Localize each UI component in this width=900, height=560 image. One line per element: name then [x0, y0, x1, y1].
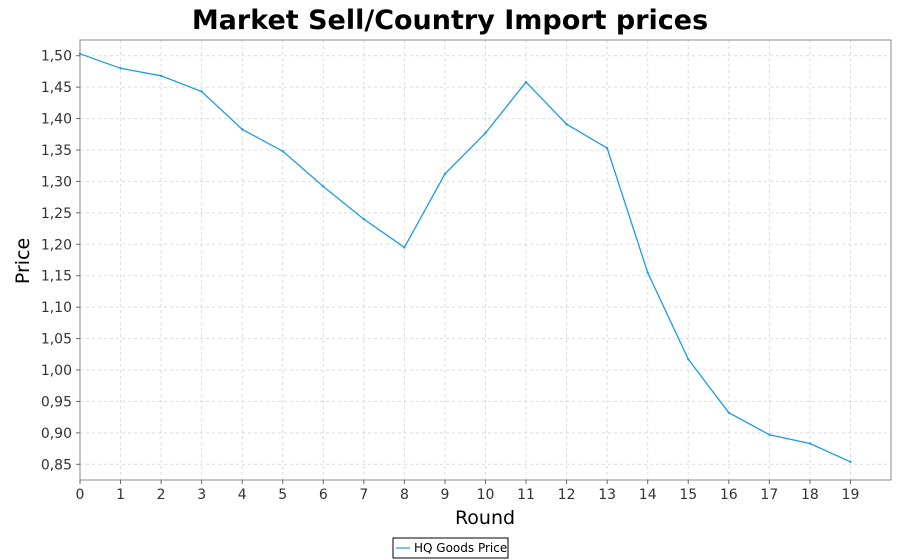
- series-line-hq-goods-price: [79, 53, 851, 463]
- x-tick-label: 15: [679, 487, 697, 503]
- data-point: [484, 131, 487, 135]
- data-point: [322, 185, 325, 188]
- x-tick-label: 1: [116, 487, 125, 503]
- x-tick-label: 3: [197, 487, 206, 503]
- y-tick-label: 1,30: [41, 174, 72, 190]
- data-point: [524, 80, 528, 84]
- y-tick-label: 1,00: [41, 363, 72, 379]
- x-tick-label: 10: [477, 487, 495, 503]
- data-point: [687, 358, 690, 361]
- data-point: [605, 146, 609, 150]
- series-lines: [78, 52, 852, 463]
- legend-box: [392, 537, 509, 559]
- data-point: [727, 411, 730, 414]
- y-tick-label: 1,25: [41, 206, 72, 222]
- x-axis-label: Round: [455, 507, 515, 529]
- data-point: [808, 442, 812, 445]
- data-point: [281, 150, 284, 153]
- grid: [79, 40, 891, 480]
- data-point: [78, 52, 82, 55]
- y-tick-label: 1,35: [41, 143, 72, 159]
- data-point: [119, 67, 122, 70]
- y-tick-label: 1,10: [41, 300, 72, 316]
- x-tick-label: 12: [558, 487, 576, 503]
- y-tick-label: 1,05: [41, 332, 72, 348]
- x-tick-label: 19: [842, 487, 860, 503]
- y-tick-label: 1,50: [41, 49, 72, 65]
- data-point: [443, 172, 447, 176]
- x-tick-label: 13: [598, 487, 616, 503]
- data-point: [362, 217, 365, 221]
- y-tick-label: 1,40: [41, 112, 72, 128]
- y-tick-label: 1,15: [41, 269, 72, 285]
- y-axis-ticks: 0,85 0,90 0,95 1,00 1,05 1,10 1,15 1,20 1,25 1,30…: [41, 49, 80, 473]
- x-tick-label: 11: [517, 487, 535, 503]
- x-tick-label: 9: [440, 487, 449, 503]
- y-tick-label: 0,95: [41, 394, 72, 410]
- data-point: [565, 123, 568, 126]
- data-point: [768, 433, 771, 436]
- x-tick-label: 8: [400, 487, 409, 503]
- y-tick-label: 1,20: [41, 237, 72, 253]
- y-tick-label: 0,85: [41, 457, 72, 473]
- legend: HQ Goods Price: [392, 537, 509, 559]
- x-tick-label: 16: [720, 487, 738, 503]
- y-tick-label: 1,45: [41, 80, 72, 96]
- y-tick-label: 0,90: [41, 426, 72, 442]
- x-axis-ticks: 0 1 2 3 4 5 6 7 8 9 10 11 12 13 14 15 16 17 18 19: [76, 480, 860, 503]
- x-tick-label: 18: [801, 487, 819, 503]
- y-axis-label: Price: [12, 238, 34, 284]
- x-tick-label: 7: [359, 487, 368, 503]
- data-point: [849, 460, 852, 463]
- data-point: [241, 128, 244, 131]
- data-point: [200, 90, 203, 93]
- data-point: [646, 271, 649, 274]
- x-tick-label: 5: [278, 487, 287, 503]
- data-point: [159, 74, 163, 78]
- x-tick-label: 0: [76, 487, 85, 503]
- chart-title: Market Sell/Country Import prices: [192, 5, 708, 36]
- x-tick-label: 2: [157, 487, 166, 503]
- legend-label: HQ Goods Price: [414, 541, 507, 555]
- data-point: [403, 246, 406, 249]
- x-tick-label: 6: [319, 487, 328, 503]
- x-tick-label: 17: [760, 487, 778, 503]
- x-tick-label: 14: [639, 487, 657, 503]
- x-tick-label: 4: [238, 487, 247, 503]
